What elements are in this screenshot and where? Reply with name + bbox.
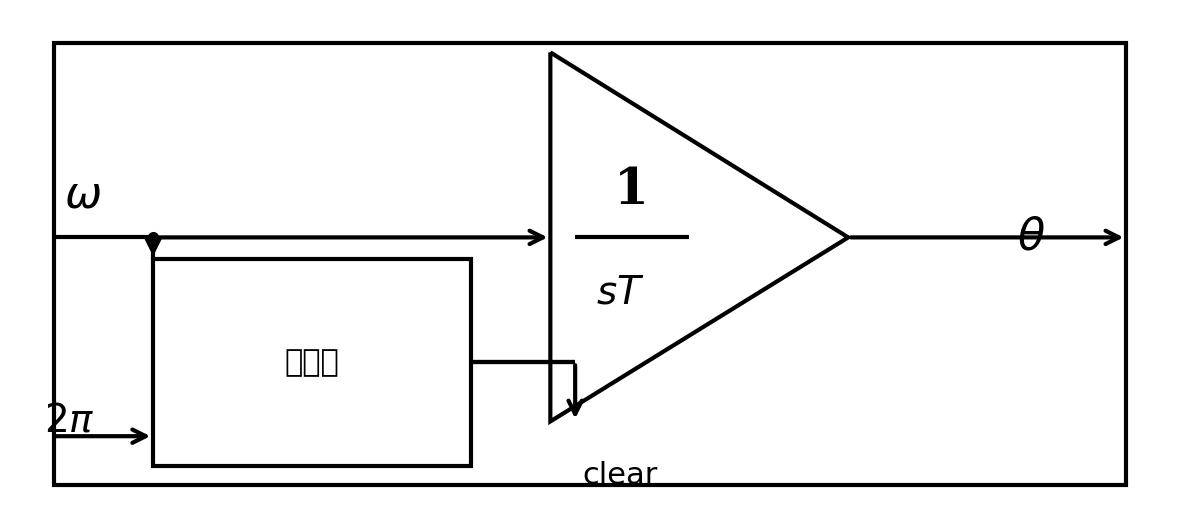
Bar xyxy=(154,259,470,466)
Text: $sT$: $sT$ xyxy=(595,275,644,312)
Text: $2\pi$: $2\pi$ xyxy=(44,403,95,440)
Text: 比较器: 比较器 xyxy=(284,348,340,377)
Text: 1: 1 xyxy=(614,166,649,215)
Text: $\omega$: $\omega$ xyxy=(64,173,101,216)
Bar xyxy=(54,42,1127,485)
Text: clear: clear xyxy=(582,461,658,490)
Text: $\theta$: $\theta$ xyxy=(1018,216,1045,259)
